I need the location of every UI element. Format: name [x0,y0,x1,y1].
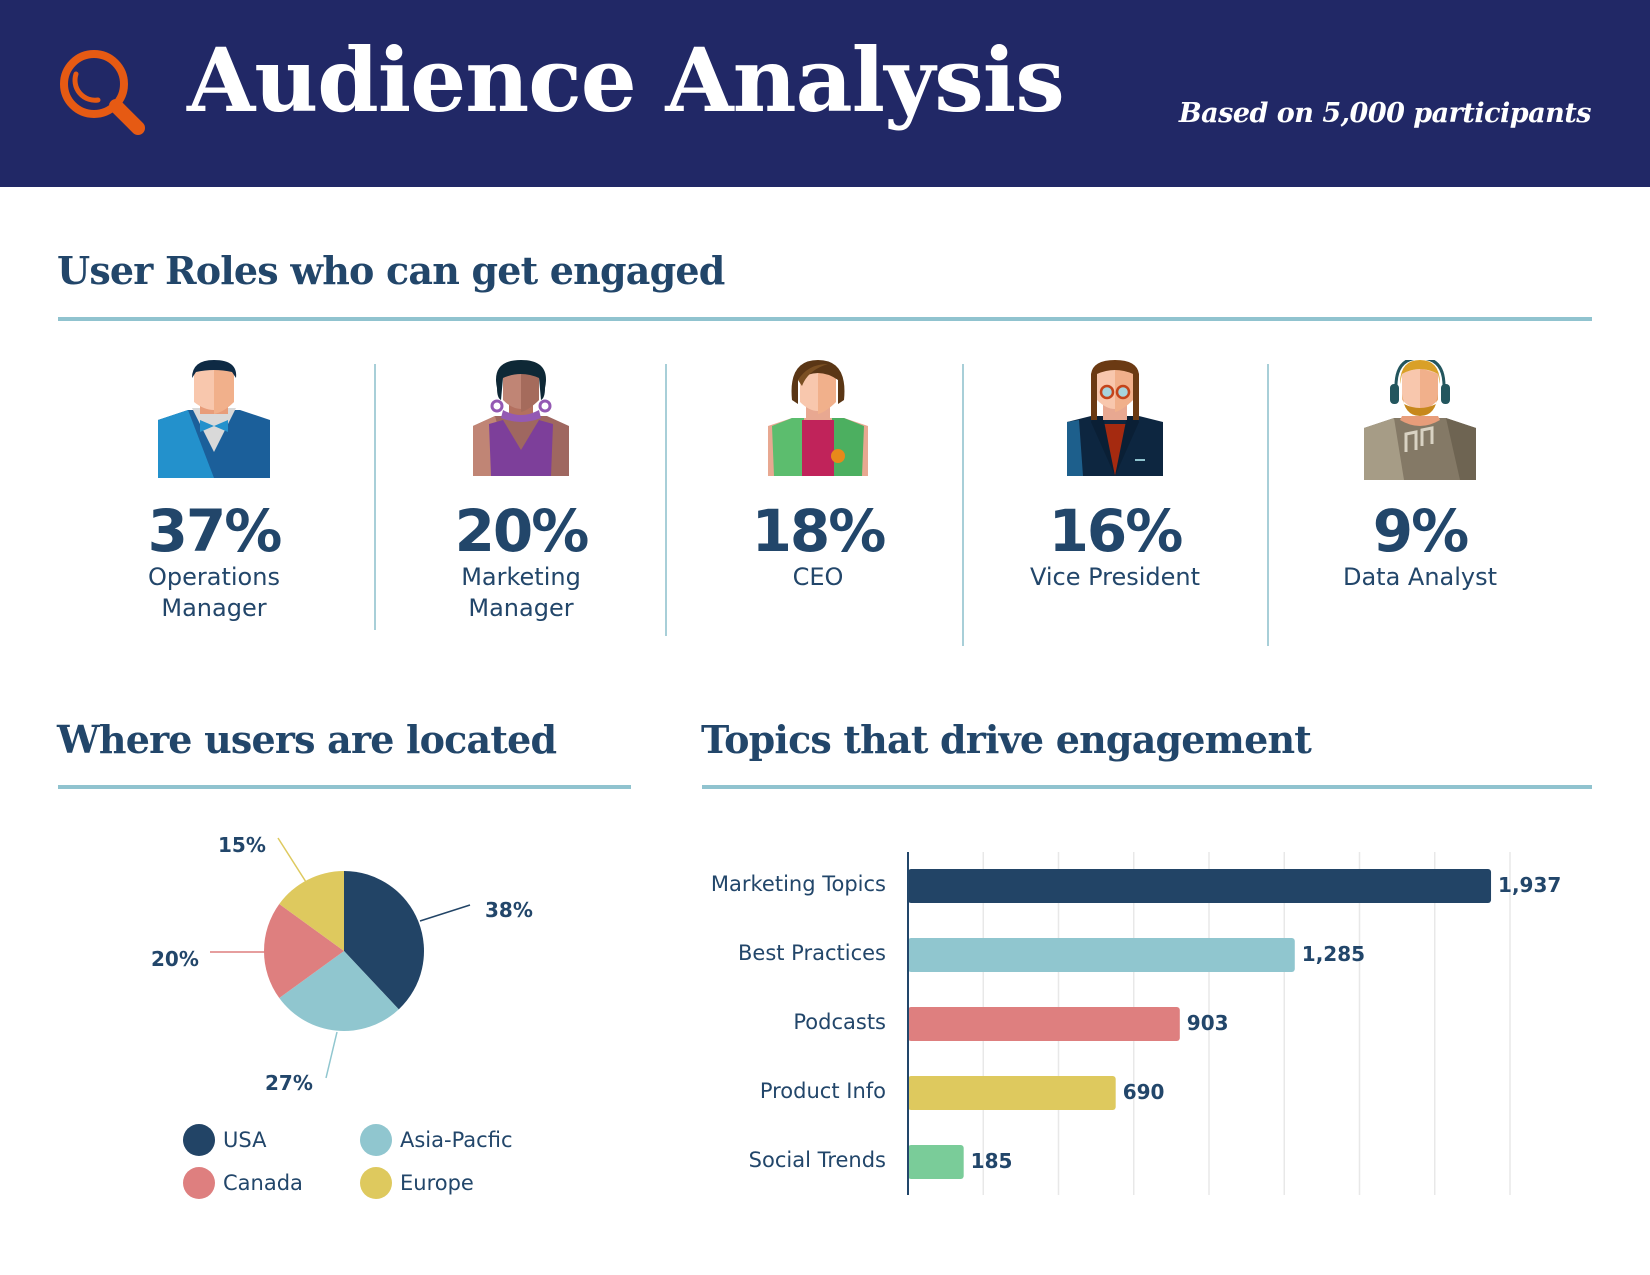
pie-leader-line [325,1031,338,1079]
persona-card-marketing-manager: 20% Marketing Manager [391,360,651,624]
roles-section-title: User Roles who can get engaged [57,248,725,293]
magnifier-icon [60,50,145,135]
persona-percent: 16% [1048,497,1184,565]
pie-data-label: 15% [218,833,266,857]
persona-divider [665,364,667,636]
location-section-rule [58,785,631,789]
bar-value-label: 690 [1122,1080,1165,1104]
legend-item-asia-pacific: Asia-Pacfic [360,1124,513,1156]
bar-podcasts [908,1007,1180,1041]
location-pie-chart [210,837,471,1079]
woman-green-vest-avatar-icon [768,360,868,476]
header-banner [0,0,1650,187]
persona-card-data-analyst: 9% Data Analyst [1290,360,1550,593]
bar-value-label: 1,285 [1301,942,1366,966]
bar-value-label: 185 [970,1149,1013,1173]
pie-slice-canada [263,903,344,999]
bar-social-trends [908,1145,964,1179]
persona-percent: 18% [751,497,887,565]
persona-percent: 37% [147,497,283,565]
persona-role: Data Analyst [1342,563,1498,591]
pie-slice-europe [279,871,344,951]
legend-label: Asia-Pacfic [400,1128,513,1152]
page-title: Audience Analysis [187,28,1065,132]
pie-leader-line [277,837,307,883]
businessman-bowtie-avatar-icon [158,360,270,478]
bar-category-label: Marketing Topics [710,872,886,896]
persona-percent: 9% [1372,497,1469,565]
location-section-title: Where users are located [57,717,557,762]
bar-category-label: Social Trends [748,1148,886,1172]
persona-role: Operations Manager [148,563,280,622]
bar-category-label: Podcasts [793,1010,886,1034]
persona-role: CEO [792,563,844,591]
bar-category-label: Best Practices [738,941,886,965]
legend-label: USA [223,1128,267,1152]
pie-slice-asia-pacfic [279,951,399,1031]
woman-glasses-avatar-icon [1067,360,1163,476]
legend-label: Canada [223,1171,303,1195]
legend-item-canada: Canada [183,1167,303,1199]
woman-earrings-avatar-icon [473,360,569,476]
persona-divider [962,364,964,646]
topics-section-rule [702,785,1592,789]
legend-swatch [360,1124,392,1156]
legend-item-europe: Europe [360,1167,474,1199]
legend-item-usa: USA [183,1124,266,1156]
persona-divider [374,364,376,630]
persona-percent: 20% [454,497,590,565]
persona-card-operations-manager: 37% Operations Manager [84,360,344,624]
persona-card-vice-president: 16% Vice President [985,360,1245,593]
legend-swatch [183,1167,215,1199]
persona-card-ceo: 18% CEO [688,360,948,593]
pie-data-label: 20% [151,947,199,971]
roles-section-rule [58,317,1592,321]
bar-product-info [908,1076,1116,1110]
pie-leader-line [419,904,471,922]
pie-data-label: 38% [485,898,533,922]
persona-divider [1267,364,1269,646]
bar-marketing-topics [908,869,1492,903]
persona-role: Vice President [1029,563,1201,591]
persona-role: Marketing Manager [461,563,581,622]
bar-best-practices [908,938,1295,972]
page-subtitle: Based on 5,000 participants [1178,98,1592,129]
topics-section-title: Topics that drive engagement [701,717,1312,762]
man-headphones-avatar-icon [1364,360,1476,480]
legend-swatch [183,1124,215,1156]
pie-data-label: 27% [265,1071,313,1095]
bar-value-label: 903 [1186,1011,1229,1035]
pie-slice-usa [344,871,425,1010]
legend-label: Europe [400,1171,474,1195]
bar-category-label: Product Info [759,1079,886,1103]
legend-swatch [360,1167,392,1199]
bar-value-label: 1,937 [1498,873,1562,897]
